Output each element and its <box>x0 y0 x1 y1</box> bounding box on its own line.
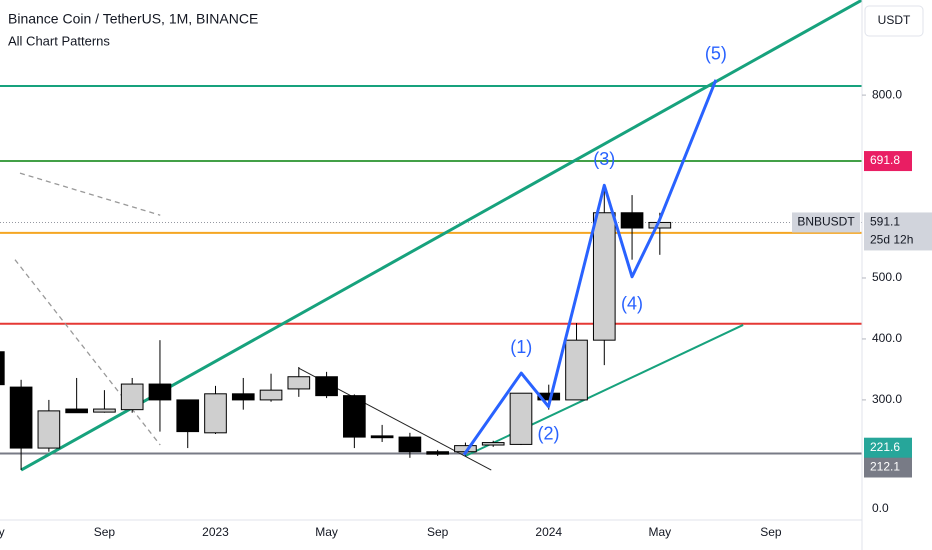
candle-body <box>426 451 449 455</box>
price-tag-bg <box>864 151 912 172</box>
wave-line <box>462 79 718 456</box>
wave-label: (3) <box>593 149 615 169</box>
y-tick-label: 400.0 <box>872 331 902 345</box>
wave-label: (2) <box>537 423 559 443</box>
candle-body <box>315 376 338 397</box>
candle-body <box>481 442 505 446</box>
candle-body <box>93 408 116 413</box>
candle-body <box>9 386 33 449</box>
x-tick-label: May <box>315 525 338 539</box>
candle-body <box>259 389 283 401</box>
y-tick-label: 800.0 <box>872 87 902 101</box>
plot-area <box>0 0 862 472</box>
x-tick-label: Sep <box>760 525 782 539</box>
currency-button[interactable] <box>864 5 924 37</box>
candle-body <box>592 212 616 341</box>
candle-body <box>620 212 644 229</box>
current-price-bg <box>864 212 932 251</box>
candle-body <box>565 339 588 401</box>
price-axis: 300.0 400.0 500.0 800.0 691.8 212.1 221.6 591.1… <box>862 87 932 478</box>
chart-subtitle: All Chart Patterns <box>8 33 110 48</box>
candle-body <box>509 392 533 445</box>
x-tick-label: Sep <box>427 525 449 539</box>
candle-body <box>204 393 227 434</box>
y-tick-label: 500.0 <box>872 270 902 284</box>
chart-title: Binance Coin / TetherUS, 1M, BINANCE <box>8 11 258 27</box>
candle-body <box>37 410 61 449</box>
symbol-tag-bg <box>792 212 860 233</box>
x-tick-label: Sep <box>94 525 116 539</box>
currency-label[interactable]: USDT <box>878 13 911 27</box>
price-tag-bg <box>864 457 912 478</box>
x-tick-label: 2023 <box>202 525 229 539</box>
x-tick-label: 2024 <box>535 525 562 539</box>
current-price: 591.1 <box>870 215 900 229</box>
candle-body <box>0 351 5 386</box>
marker-tag-bg <box>864 437 912 458</box>
trend-line <box>19 172 161 216</box>
candle-body <box>370 435 394 439</box>
wave-label: (5) <box>705 44 727 64</box>
x-tick-label: May <box>648 525 671 539</box>
candle-body <box>343 395 366 438</box>
candle-body <box>176 399 200 433</box>
symbol-tag: BNBUSDT <box>797 215 855 229</box>
candle-body <box>398 436 422 453</box>
wave-label: (1) <box>510 337 532 357</box>
price-tag: 691.8 <box>870 153 900 167</box>
candle-body <box>231 393 255 401</box>
candle-body <box>65 408 88 414</box>
price-tag: 212.1 <box>870 460 900 474</box>
candle-body <box>120 383 144 411</box>
wave-label: (4) <box>621 294 643 314</box>
candle-body <box>287 376 311 390</box>
candle-body <box>648 221 672 229</box>
countdown: 25d 12h <box>870 233 913 247</box>
marker-tag: 221.6 <box>870 440 900 454</box>
x-tick-label: May <box>0 525 5 539</box>
trend-line <box>14 259 161 446</box>
candle-body <box>148 383 172 401</box>
corner-label: 0.0 <box>872 501 889 515</box>
y-tick-label: 300.0 <box>872 392 902 406</box>
